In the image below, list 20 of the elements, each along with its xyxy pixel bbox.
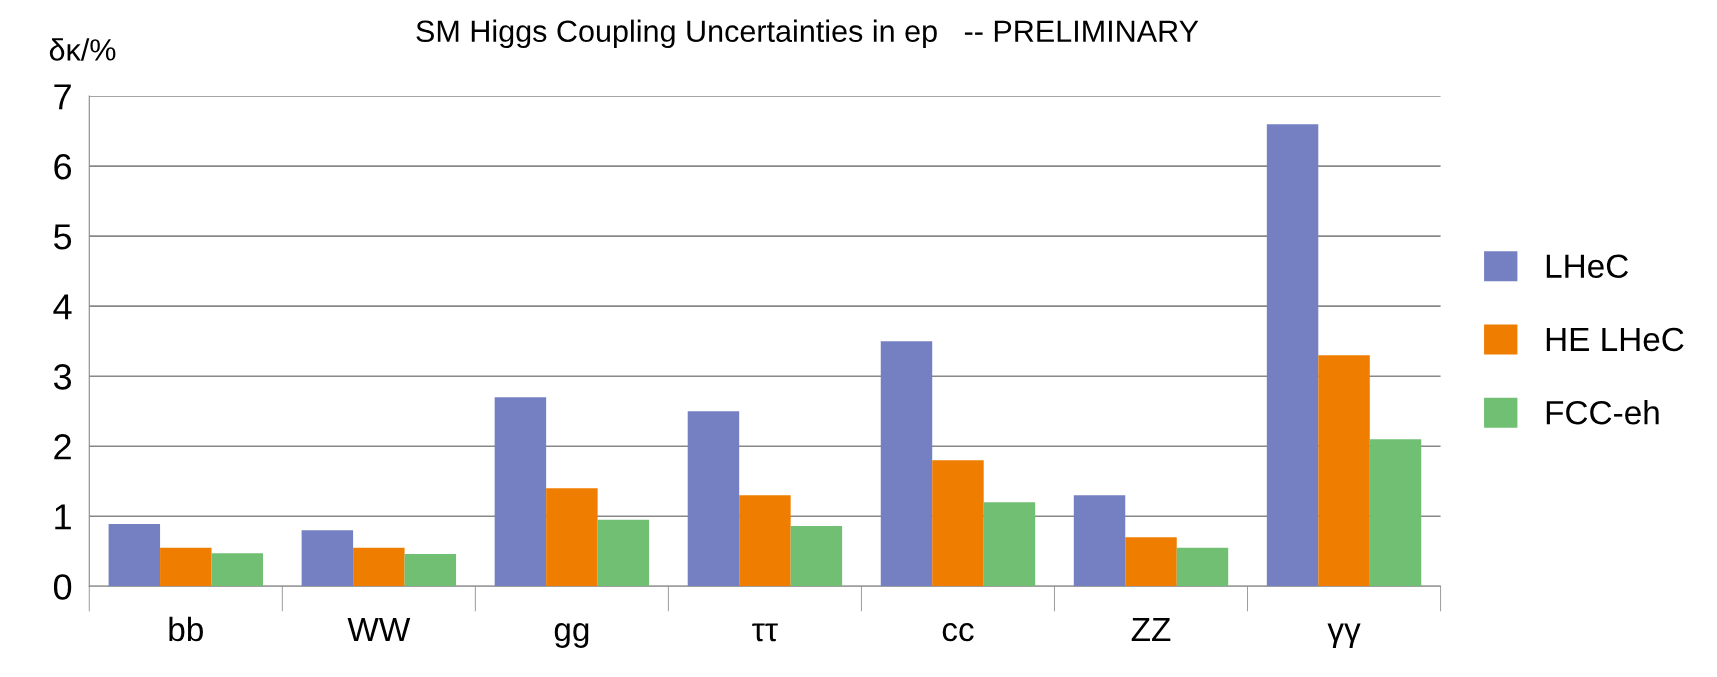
x-tick-label: ττ xyxy=(752,623,778,642)
x-tick-label: γγ xyxy=(1327,623,1361,648)
y-tick-label: 4 xyxy=(53,294,72,320)
y-tick-label: 5 xyxy=(53,224,72,250)
y-tick-label: 1 xyxy=(55,504,71,530)
x-tick-label: cc xyxy=(942,623,974,642)
y-tick-label: 2 xyxy=(54,434,71,460)
x-tick-label: gg xyxy=(554,623,589,648)
y-tick-label: 6 xyxy=(54,154,72,180)
y-tick-label: 0 xyxy=(53,574,72,600)
y-tick-label: 3 xyxy=(53,364,72,390)
chart-title: SM Higgs Coupling Uncertainties in ep -- PRELIMINARY xyxy=(416,19,1199,49)
y-axis-title: δκ/% xyxy=(49,38,116,61)
legend-label: FCC-eh xyxy=(1546,400,1659,425)
x-tick-label: ZZ xyxy=(1131,618,1171,641)
legend-label: LHeC xyxy=(1546,254,1629,278)
y-tick-label: 7 xyxy=(54,84,71,110)
x-tick-label: bb xyxy=(169,616,203,642)
x-tick-label: WW xyxy=(347,618,411,641)
legend-label: HE LHeC xyxy=(1546,327,1684,352)
